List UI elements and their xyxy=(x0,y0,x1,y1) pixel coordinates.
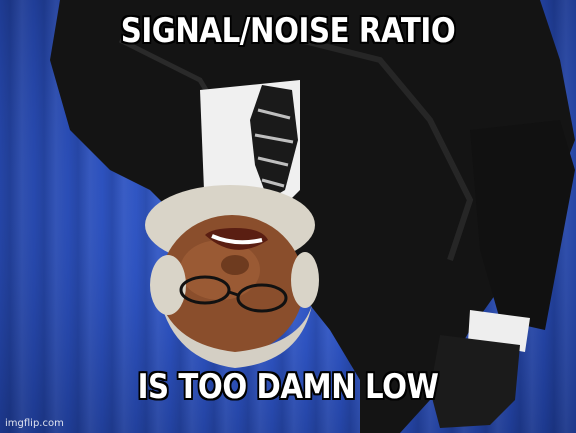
watermark: imgflip.com xyxy=(5,418,64,429)
bottom-caption: IS TOO DAMN LOW xyxy=(40,370,535,404)
top-caption: SIGNAL/NOISE RATIO xyxy=(40,14,535,48)
